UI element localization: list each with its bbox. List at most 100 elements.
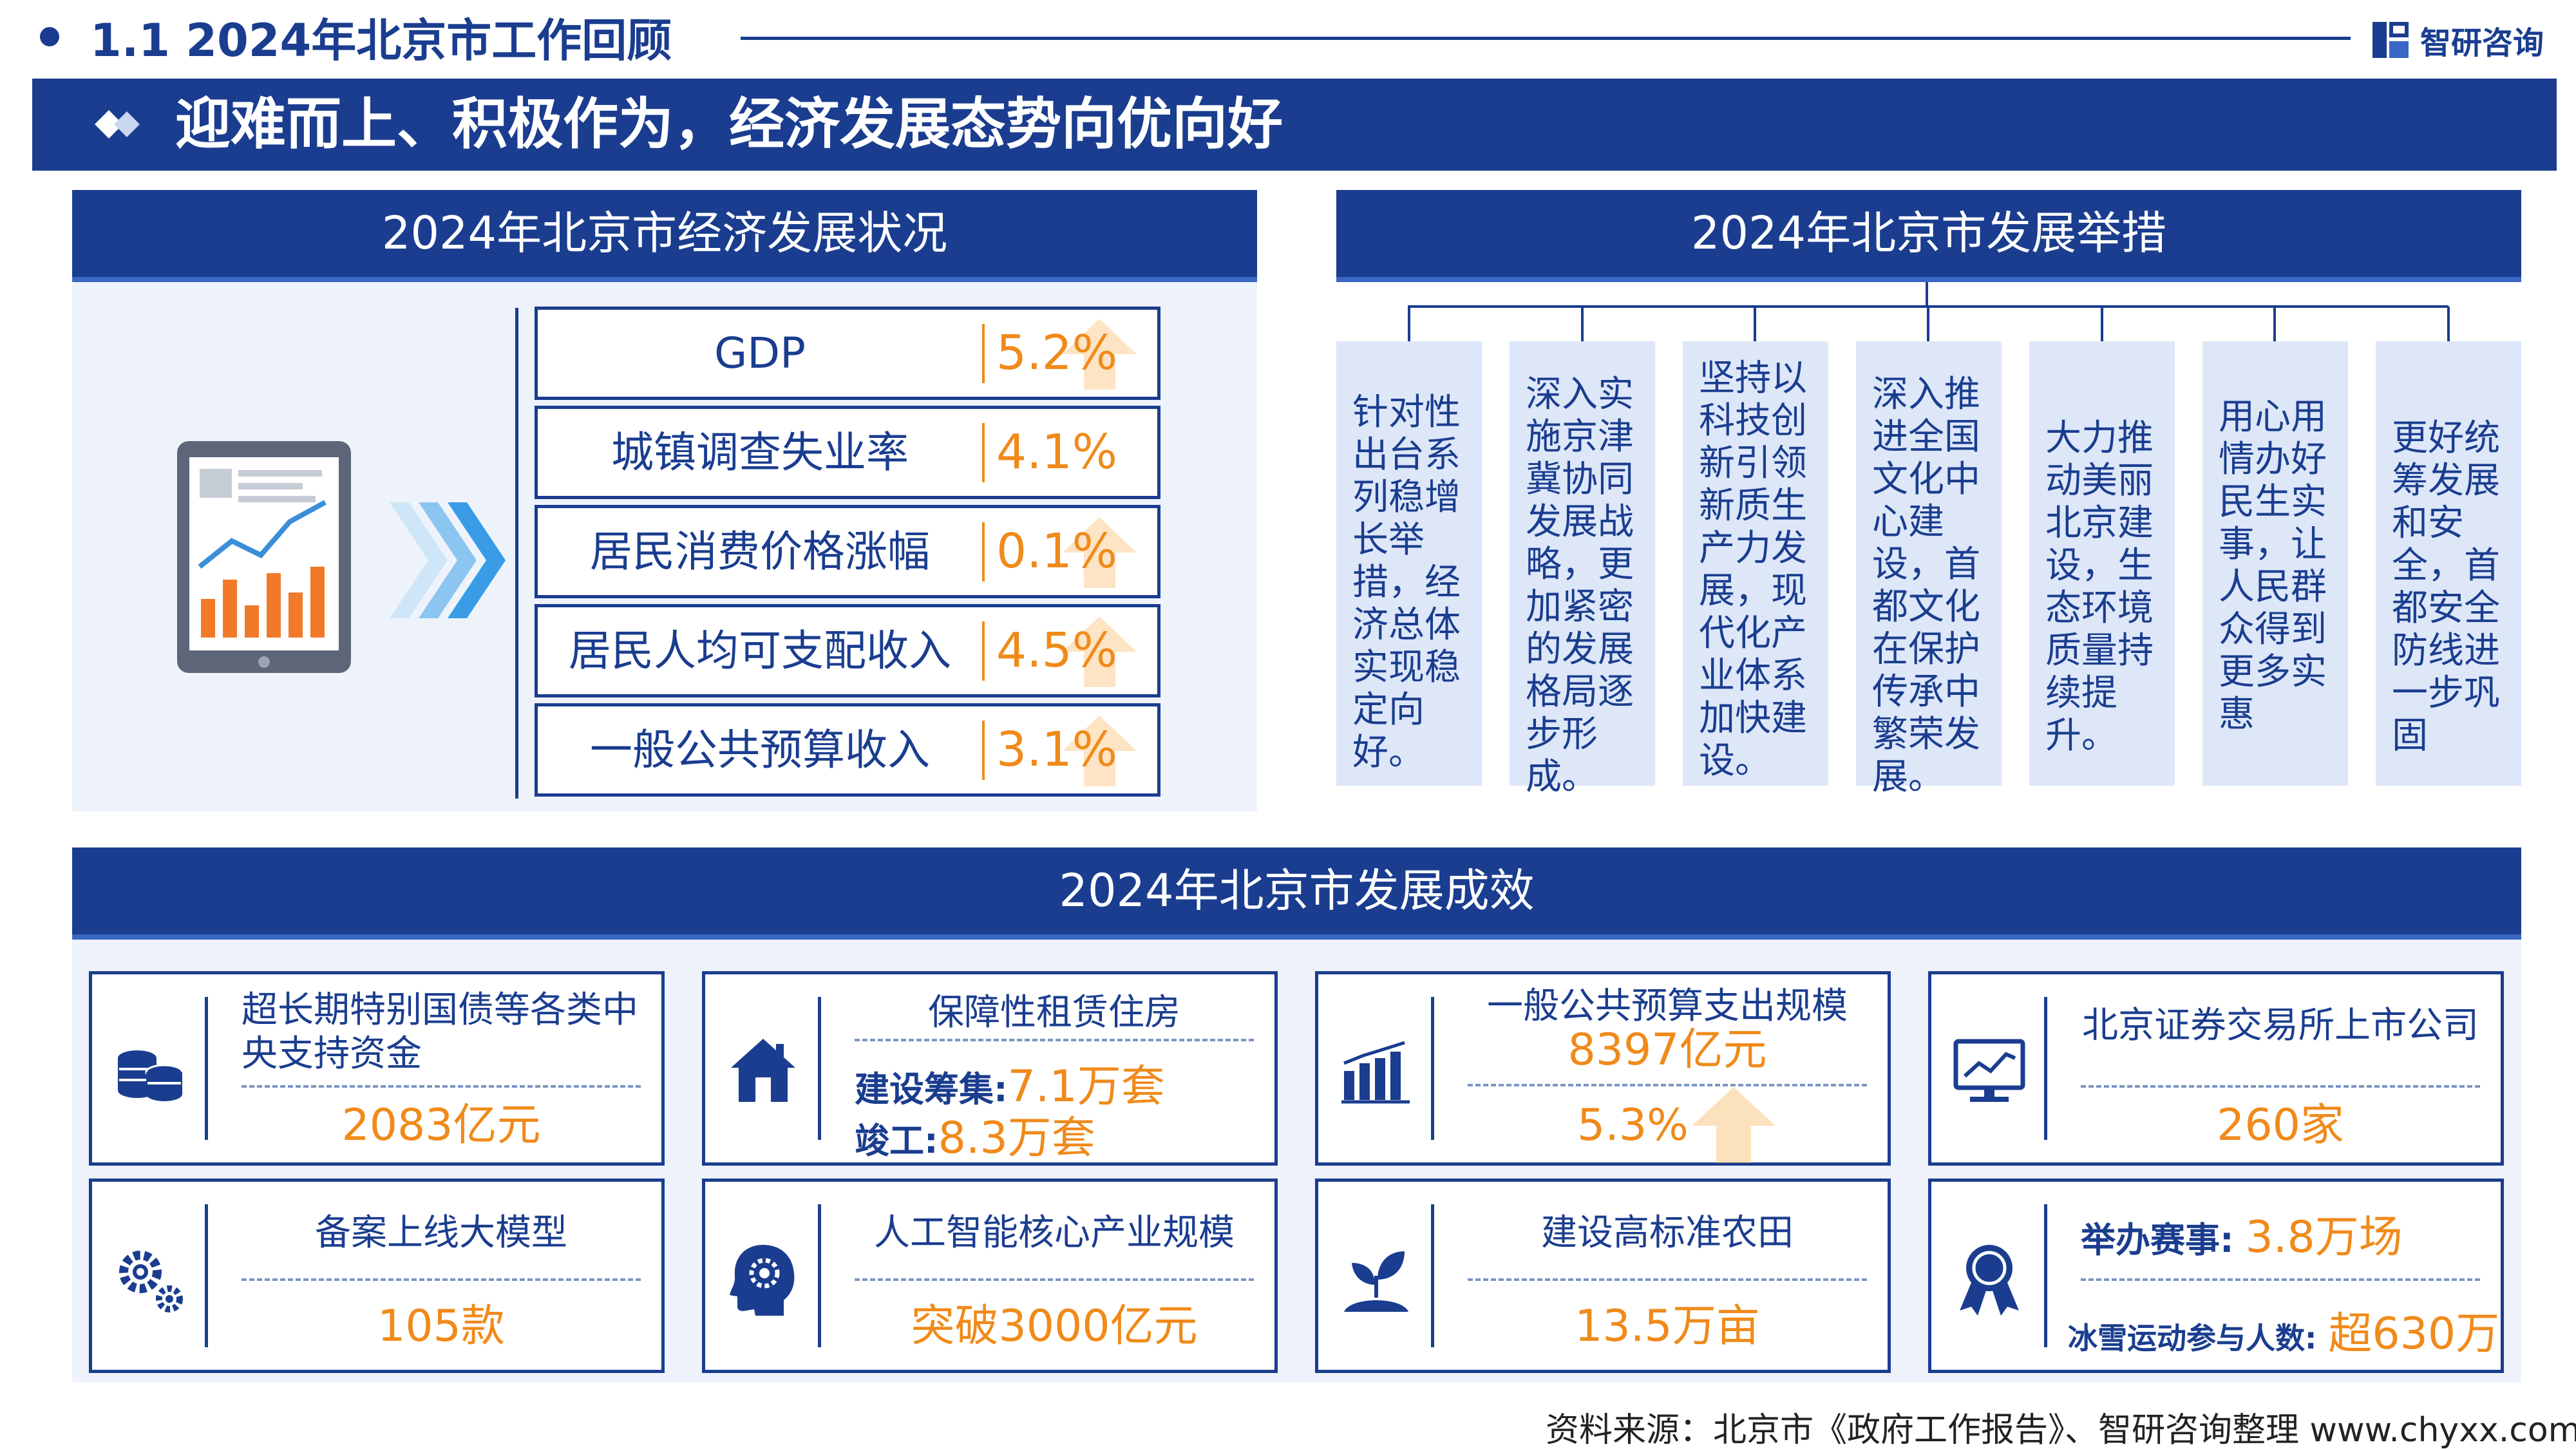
brand-name: 智研咨询: [2420, 25, 2544, 61]
up-arrow-icon: [1692, 1087, 1776, 1163]
dashed-rule: [855, 1039, 1254, 1041]
card-value: 260家: [2217, 1100, 2344, 1151]
measure-text: 坚持以科技创新引领新质生产力发展，现代化产业体系加快建设。: [1699, 357, 1807, 782]
measure-card: 深入推进全国文化中心建设，首都文化在保护传承中繁荣发展。: [1856, 341, 2002, 798]
measure-card: 大力推动美丽北京建设，生态环境质量持续提升。: [2029, 341, 2175, 786]
card-value: 突破3000亿元: [911, 1301, 1198, 1352]
card-line: 竣工: 8.3万套: [855, 1102, 1095, 1164]
measure-card: 坚持以科技创新引领新质生产力发展，现代化产业体系加快建设。: [1683, 341, 1828, 786]
card-title: 人工智能核心产业规模: [874, 1212, 1235, 1254]
tree-branch: [1581, 307, 1584, 341]
measure-text: 针对性出台系列稳增长举措，经济总体实现稳定向好。: [1352, 392, 1461, 773]
measure-card: 深入实施京津冀协同发展战略，更加紧密的发展格局逐步形成。: [1510, 341, 1655, 798]
tree-branch: [2273, 307, 2276, 341]
card-divider: [1431, 997, 1434, 1140]
card-divider: [2044, 997, 2047, 1140]
stat-value: 4.5%: [996, 623, 1117, 678]
status-divider: [515, 308, 518, 799]
stat-divider: [982, 721, 985, 780]
stat-divider: [982, 423, 985, 482]
stat-row-income: 居民人均可支配收入 4.5%: [535, 604, 1160, 697]
dashed-rule: [1468, 1084, 1867, 1086]
card-title: 北京证券交易所上市公司: [2082, 1005, 2479, 1046]
card-line-label: 竣工:: [855, 1121, 938, 1161]
tree-branch: [1927, 307, 1929, 341]
brand: 智研咨询: [2370, 14, 2544, 66]
card-divider: [2044, 1204, 2047, 1347]
bar-chart-icon: [1341, 1041, 1410, 1104]
coins-icon: [118, 1050, 184, 1101]
card-line-label: 建设筹集:: [855, 1069, 1008, 1110]
section-title: 1.1 2024年北京市工作回顾: [90, 14, 672, 67]
measures-panel-title: 2024年北京市发展举措: [1336, 190, 2521, 282]
stat-label: 居民人均可支配收入: [569, 626, 951, 676]
result-card-housing: 保障性租赁住房 建设筹集: 7.1万套 竣工: 8.3万套: [702, 971, 1278, 1166]
diamonds-icon: [95, 110, 140, 138]
up-arrow-icon: [1063, 715, 1137, 786]
stat-label: 一般公共预算收入: [590, 725, 930, 775]
card-title: 建设高标准农田: [1541, 1212, 1794, 1254]
stat-divider: [982, 324, 985, 383]
stat-row-gdp: GDP 5.2%: [535, 307, 1160, 400]
stat-divider: [982, 522, 985, 582]
card-line-label: 举办赛事:: [2081, 1220, 2234, 1260]
source-note: 资料来源：北京市《政府工作报告》、智研咨询整理 www.chyxx.com: [1546, 1411, 2576, 1449]
results-panel-title: 2024年北京市发展成效: [72, 848, 2521, 940]
measure-card: 针对性出台系列稳增长举措，经济总体实现稳定向好。: [1336, 341, 1482, 786]
card-divider: [818, 997, 821, 1140]
stat-value: 0.1%: [996, 524, 1117, 579]
card-title: 保障性租赁住房: [928, 992, 1180, 1034]
card-line: 举办赛事: 3.8万场: [2081, 1201, 2403, 1263]
card-line-value: 7.1万套: [1007, 1061, 1165, 1112]
status-panel-title: 2024年北京市经济发展状况: [72, 190, 1257, 282]
result-card-bse: 北京证券交易所上市公司 260家: [1928, 971, 2504, 1166]
stat-row-unemployment: 城镇调查失业率 4.1%: [535, 406, 1160, 499]
card-divider: [205, 997, 208, 1140]
measure-card: 用心用情办好民生实事，让人民群众得到更多实惠: [2202, 341, 2348, 786]
stat-row-cpi: 居民消费价格涨幅 0.1%: [535, 505, 1160, 598]
measure-text: 用心用情办好民生实事，让人民群众得到更多实惠: [2219, 396, 2327, 735]
dashed-rule: [242, 1278, 641, 1281]
result-card-sports: 举办赛事: 3.8万场 冰雪运动参与人数: 超630万: [1928, 1179, 2504, 1373]
ai-head-icon: [730, 1245, 795, 1316]
card-line: 建设筹集: 7.1万套: [855, 1050, 1165, 1112]
card-value: 13.5万亩: [1575, 1301, 1760, 1352]
dashed-rule: [242, 1085, 641, 1088]
up-arrow-icon: [1063, 616, 1137, 687]
card-line-label: 冰雪运动参与人数:: [2068, 1321, 2317, 1356]
measure-text: 深入实施京津冀协同发展战略，更加紧密的发展格局逐步形成。: [1526, 374, 1634, 798]
stat-divider: [982, 621, 985, 681]
result-card-farmland: 建设高标准农田 13.5万亩: [1315, 1179, 1891, 1373]
dashed-rule: [855, 1278, 1254, 1281]
tree-branch: [2447, 307, 2450, 341]
card-line: 冰雪运动参与人数: 超630万: [2068, 1298, 2499, 1359]
bullet-dot: [40, 27, 59, 46]
dashed-rule: [1468, 1278, 1867, 1281]
gears-icon: [119, 1251, 183, 1312]
tablet-icon: [177, 441, 351, 673]
card-title: 备案上线大模型: [315, 1212, 567, 1254]
stat-row-budget-revenue: 一般公共预算收入 3.1%: [535, 703, 1160, 797]
brand-logo-icon: [2372, 22, 2409, 58]
card-line-value: 3.8万场: [2245, 1212, 2403, 1263]
monitor-chart-icon: [1953, 1039, 2025, 1102]
card-line-value: 8.3万套: [938, 1113, 1095, 1164]
measure-text: 更好统筹发展和安全，首都安全防线进一步巩固: [2392, 417, 2500, 757]
up-arrow-icon: [1063, 319, 1137, 390]
card-value: 8397亿元: [1567, 1025, 1767, 1075]
stat-value: 3.1%: [996, 722, 1117, 777]
stat-value: 5.2%: [996, 325, 1117, 381]
card-divider: [1431, 1204, 1434, 1347]
stat-value: 4.1%: [996, 424, 1117, 480]
headline-text: 迎难而上、积极作为，经济发展态势向优向好: [175, 92, 1283, 156]
stat-label: 居民消费价格涨幅: [590, 527, 930, 576]
card-divider: [818, 1204, 821, 1347]
result-card-expenditure: 一般公共预算支出规模 8397亿元 5.3%: [1315, 971, 1891, 1166]
tablet-illustration: [174, 438, 354, 676]
card-growth-value: 5.3%: [1577, 1100, 1689, 1151]
stat-label: GDP: [714, 328, 806, 378]
measure-text: 大力推动美丽北京建设，生态环境质量持续提升。: [2045, 417, 2154, 757]
tree-branch: [1754, 307, 1756, 341]
card-title: 一般公共预算支出规模: [1487, 985, 1848, 1027]
dashed-rule: [2081, 1278, 2480, 1281]
